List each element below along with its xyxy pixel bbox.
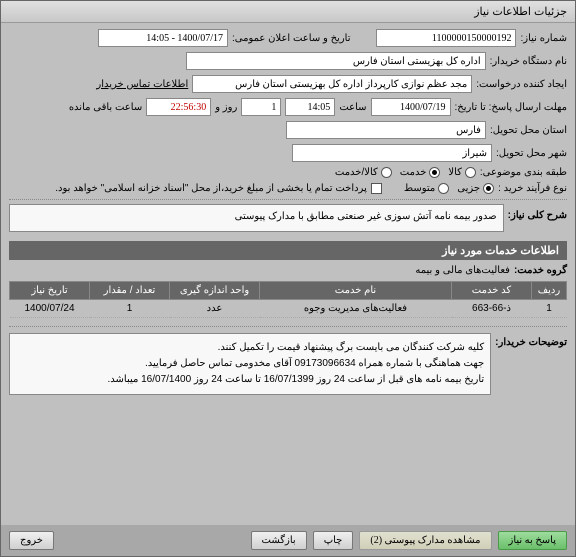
remain-label: ساعت باقی مانده [69,102,142,113]
back-button[interactable]: بازگشت [251,531,307,550]
province: فارس [286,121,486,139]
th-row: ردیف [532,282,567,300]
titlebar: جزئیات اطلاعات نیاز [1,1,575,23]
th-qty: تعداد / مقدار [90,282,170,300]
class-label: طبقه بندی موضوعی: [480,167,567,178]
view-docs-button[interactable]: مشاهده مدارک پیوستی (2) [359,531,491,550]
payment-note: پرداخت تمام یا بخشی از مبلغ خرید،از محل … [55,183,367,194]
service-group: فعالیت‌های مالی و بیمه [415,265,510,276]
requester-label: نام دستگاه خریدار: [490,56,567,67]
service-group-label: گروه خدمت: [514,265,567,276]
requester-org: اداره کل بهزیستی استان فارس [186,52,486,70]
announce-label: تاریخ و ساعت اعلان عمومی: [232,33,351,44]
bottom-bar: پاسخ به نیاز مشاهده مدارک پیوستی (2) چاپ… [1,525,575,556]
window-title: جزئیات اطلاعات نیاز [474,6,567,18]
need-number-label: شماره نیاز: [520,33,567,44]
announce-datetime: 1400/07/17 - 14:05 [98,29,228,47]
deadline-label: مهلت ارسال پاسخ: تا تاریخ: [455,102,567,113]
province-label: استان محل تحویل: [490,125,567,136]
process-label: نوع فرآیند خرید : [498,183,567,194]
need-number: 1100000150000192 [376,29,516,47]
time-label-1: ساعت [339,102,366,113]
content: شماره نیاز: 1100000150000192 تاریخ و ساع… [1,23,575,406]
contact-link[interactable]: اطلاعات تماس خریدار [96,79,188,90]
radio-medium[interactable]: متوسط [404,183,449,194]
print-button[interactable]: چاپ [313,531,354,550]
budget-label: ایجاد کننده درخواست: [476,79,567,90]
deadline-date: 1400/07/19 [371,98,451,116]
budget-row: مجد عظم نوازی کارپرداز اداره کل بهزیستی … [192,75,472,93]
table-row: 1 ذ-66-663 فعالیت‌های مدیریت وجوه عدد 1 … [10,300,567,318]
th-code: کد خدمت [452,282,532,300]
buyer-notes-box: کلیه شرکت کنندگان می بایست برگ پیشنهاد ق… [9,333,491,395]
days-label: روز و [215,102,237,113]
deadline-time: 14:05 [285,98,335,116]
th-name: نام خدمت [260,282,452,300]
window: جزئیات اطلاعات نیاز شماره نیاز: 11000001… [0,0,576,557]
respond-button[interactable]: پاسخ به نیاز [498,531,568,550]
city-label: شهر محل تحویل: [496,148,567,159]
countdown: 22:56:30 [146,98,211,116]
exit-button[interactable]: خروج [9,531,54,550]
buyer-notes-label: توضیحات خریدار: [495,331,567,348]
th-date: تاریخ نیاز [10,282,90,300]
days-box: 1 [241,98,281,116]
radio-khedmat[interactable]: خدمت [400,167,441,178]
radio-kala[interactable]: کالا [448,167,476,178]
th-unit: واحد اندازه گیری [170,282,260,300]
radio-partial[interactable]: جزیی [457,183,494,194]
items-section-header: اطلاعات خدمات مورد نیاز [9,241,567,260]
radio-both[interactable]: کالا/خدمت [335,167,392,178]
payment-checkbox[interactable] [371,183,382,194]
city: شیراز [292,144,492,162]
need-desc-label: شرح کلی نیاز: [508,204,567,221]
items-table: ردیف کد خدمت نام خدمت واحد اندازه گیری ت… [9,281,567,318]
need-desc-box: صدور بیمه نامه آتش سوزی غیر صنعتی مطابق … [9,204,504,232]
